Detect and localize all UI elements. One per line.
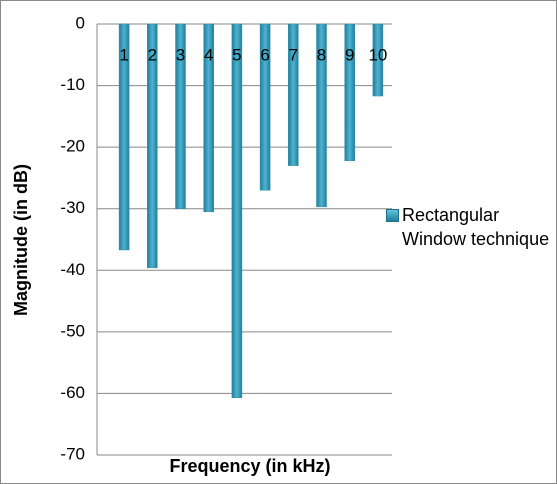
y-tick-label: -20	[60, 137, 85, 156]
bar	[344, 23, 355, 161]
bar	[118, 23, 130, 251]
bar	[147, 23, 158, 269]
y-axis-title: Magnitude (in dB)	[11, 164, 31, 316]
y-tick-label: -60	[60, 383, 85, 402]
x-tick-label: 6	[260, 45, 269, 64]
legend: Rectangular Window technique	[386, 203, 552, 251]
x-tick-label: 1	[119, 45, 128, 64]
x-tick-label: 3	[176, 45, 185, 64]
legend-label: Rectangular Window technique	[402, 205, 550, 249]
x-axis-title: Frequency (in kHz)	[169, 456, 330, 476]
bar	[288, 23, 299, 166]
y-tick-label: -30	[60, 198, 85, 217]
x-tick-label: 5	[232, 45, 241, 64]
y-tick-label: -10	[60, 75, 85, 94]
y-tick-label: -70	[60, 444, 85, 463]
x-tick-label: 8	[317, 45, 326, 64]
legend-swatch	[386, 209, 399, 222]
x-tick-label: 9	[345, 45, 354, 64]
bar	[175, 23, 186, 209]
bar	[203, 23, 214, 213]
x-tick-label: 10	[368, 45, 387, 64]
bar	[259, 23, 271, 191]
x-tick-label: 2	[148, 45, 157, 64]
bar	[372, 23, 384, 97]
y-tick-label: 0	[76, 13, 85, 32]
y-tick-label: -40	[60, 260, 85, 279]
bar	[231, 23, 243, 398]
bar	[316, 23, 327, 208]
y-tick-label: -50	[60, 321, 85, 340]
x-tick-label: 4	[204, 45, 213, 64]
x-tick-label: 7	[289, 45, 298, 64]
